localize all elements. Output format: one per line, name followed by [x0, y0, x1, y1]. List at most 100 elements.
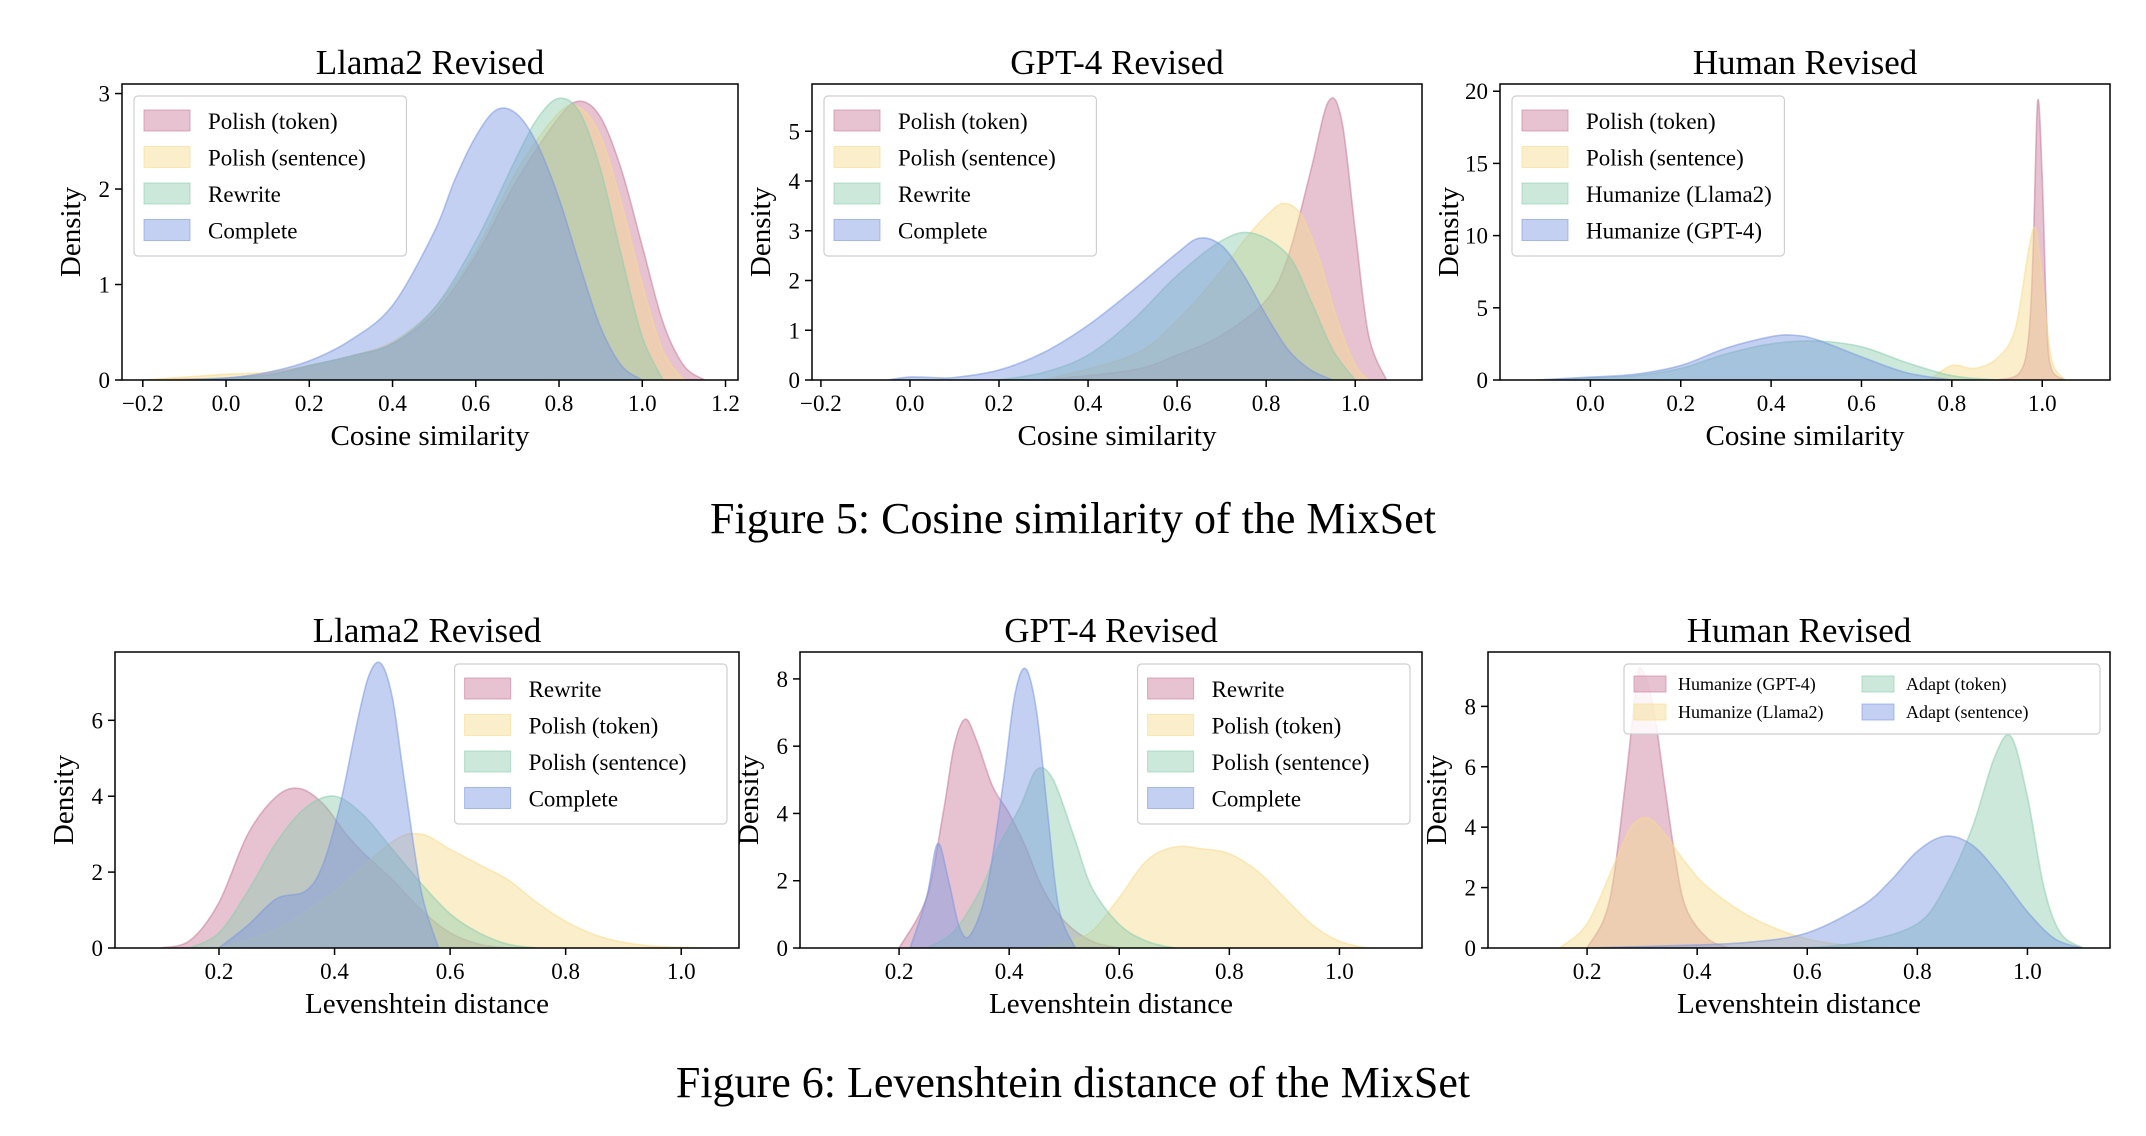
x-axis-label: Levenshtein distance — [1677, 988, 1921, 1020]
series-area-1 — [898, 718, 1120, 948]
y-tick-label: 15 — [1465, 151, 1488, 176]
y-tick-label: 8 — [1465, 694, 1477, 719]
series-area-3 — [925, 766, 1175, 948]
x-tick-label: −0.2 — [800, 391, 842, 416]
legend-label: Polish (sentence) — [529, 750, 687, 775]
legend: Polish (token) Polish (sentence) Rewrite Co… — [133, 95, 407, 257]
legend: Humanize (GPT-4) Humanize (Llama2) Adapt (… — [1623, 663, 2101, 735]
y-tick-label: 2 — [777, 869, 789, 894]
x-tick-label: 0.6 — [1793, 959, 1822, 984]
figure-5-caption: Figure 5: Cosine similarity of the MixSe… — [710, 494, 1436, 543]
x-axis-label: Cosine similarity — [331, 420, 530, 452]
x-tick-label: 0.8 — [1252, 391, 1281, 416]
series-group — [161, 661, 711, 948]
legend: Rewrite Polish (token) Polish (sentence) Co… — [1136, 663, 1411, 825]
legend-label: Polish (sentence) — [1212, 750, 1370, 775]
y-tick-label: 4 — [789, 169, 801, 194]
x-tick-label: 0.2 — [885, 959, 914, 984]
legend-swatch — [833, 182, 881, 205]
series-area-2 — [1043, 202, 1370, 380]
legend-label: Polish (token) — [1212, 714, 1342, 739]
legend-swatch — [833, 219, 881, 241]
legend-box — [133, 95, 407, 257]
series-area-2 — [218, 832, 711, 948]
legend-swatch — [464, 677, 512, 700]
x-tick-label: 0.8 — [551, 959, 580, 984]
legend-swatch — [143, 219, 191, 241]
x-tick-label: 1.2 — [711, 391, 740, 416]
y-tick-label: 1 — [789, 318, 801, 343]
series-area-3 — [184, 97, 664, 380]
legend-box — [1623, 663, 2101, 735]
axes-frame — [799, 651, 1423, 949]
legend-box — [454, 663, 728, 825]
x-tick-label: 0.4 — [1683, 959, 1712, 984]
x-tick-label: 0.4 — [1074, 391, 1103, 416]
chart-title: GPT-4 Revised — [1004, 611, 1218, 650]
legend-swatch — [833, 146, 881, 168]
legend-swatch — [1521, 182, 1569, 205]
y-tick-label: 5 — [1477, 296, 1489, 321]
chart-title: Human Revised — [1693, 43, 1918, 82]
legend-swatch — [1147, 787, 1195, 809]
y-tick-label: 8 — [777, 667, 789, 692]
x-tick-label: 0.4 — [378, 391, 407, 416]
legend-swatch — [1147, 677, 1195, 700]
x-tick-label: 0.6 — [1105, 959, 1134, 984]
x-tick-label: 0.8 — [545, 391, 574, 416]
legend-label: Complete — [529, 787, 618, 812]
legend: Polish (token) Polish (sentence) Humanize … — [1511, 95, 1785, 257]
series-area-4 — [184, 107, 644, 380]
legend: Polish (token) Polish (sentence) Rewrite Co… — [823, 95, 1097, 257]
legend-label: Polish (token) — [208, 109, 338, 134]
x-tick-label: 0.4 — [320, 959, 349, 984]
series-area-1 — [142, 100, 707, 380]
y-tick-label: 2 — [92, 860, 104, 885]
legend-swatch — [1521, 146, 1569, 168]
x-tick-label: 1.0 — [1341, 391, 1370, 416]
series-area-3 — [998, 231, 1357, 380]
legend-swatch — [833, 109, 881, 132]
legend-label: Rewrite — [208, 182, 281, 207]
chart-panel-5: 0.2 0.4 0.6 0.8 1.0 0 2 4 6 8 GPT-4 Revised Levensh… — [733, 611, 1423, 1020]
legend-label: Complete — [1212, 787, 1301, 812]
legend-swatch — [464, 714, 512, 736]
y-tick-label: 4 — [1465, 815, 1477, 840]
x-tick-label: 0.6 — [1847, 391, 1876, 416]
y-tick-label: 0 — [92, 936, 104, 961]
legend-swatch — [1521, 219, 1569, 241]
y-axis-label: Density — [48, 754, 80, 845]
series-area-1 — [161, 787, 508, 948]
x-axis-label: Levenshtein distance — [989, 988, 1233, 1020]
x-tick-label: 0.2 — [1666, 391, 1695, 416]
y-tick-label: 0 — [789, 368, 801, 393]
axes-frame — [1487, 651, 2111, 949]
series-area-4 — [887, 237, 1334, 380]
chart-panel-3: 0.0 0.2 0.4 0.6 0.8 1.0 0 5 10 15 20 Human Revised C… — [1433, 43, 2111, 452]
series-area-2 — [1927, 226, 2066, 380]
y-axis-label: Density — [1421, 754, 1453, 845]
x-tick-label: 0.2 — [205, 959, 234, 984]
y-tick-label: 4 — [92, 784, 104, 809]
legend-label: Polish (sentence) — [208, 146, 366, 171]
series-area-2 — [1558, 817, 1918, 948]
legend-swatch — [1521, 109, 1569, 132]
x-axis-label: Cosine similarity — [1706, 420, 1905, 452]
axes-frame — [121, 83, 739, 381]
x-tick-label: 0.2 — [1573, 959, 1602, 984]
y-tick-label: 2 — [99, 177, 111, 202]
series-area-4 — [217, 661, 440, 948]
x-tick-label: 1.0 — [667, 959, 696, 984]
legend-label: Humanize (Llama2) — [1678, 702, 1823, 723]
chart-panel-4: 0.2 0.4 0.6 0.8 1.0 0 2 4 6 Llama2 Revised Levensh… — [48, 611, 740, 1020]
chart-panel-1: −0.2 0.0 0.2 0.4 0.6 0.8 1.0 1.2 0 1 2 3 Llama2 Revi… — [55, 43, 740, 452]
y-tick-label: 10 — [1465, 224, 1488, 249]
series-area-4 — [909, 667, 1077, 948]
y-axis-label: Density — [55, 186, 87, 277]
x-tick-label: 0.0 — [1576, 391, 1605, 416]
y-tick-label: 0 — [777, 936, 789, 961]
legend-label: Polish (token) — [529, 714, 659, 739]
legend-label: Adapt (token) — [1906, 674, 2006, 695]
y-tick-label: 1 — [99, 273, 111, 298]
